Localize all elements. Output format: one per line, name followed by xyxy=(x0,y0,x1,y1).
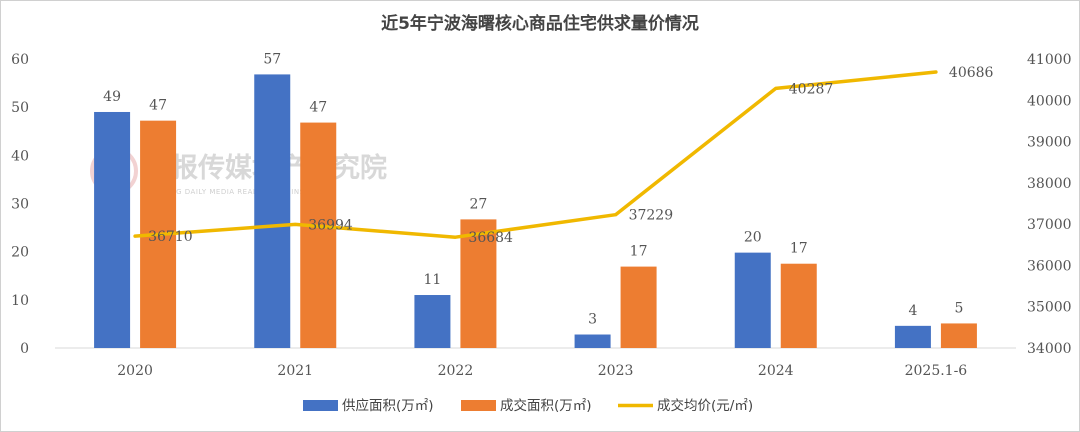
left-axis-tick: 30 xyxy=(11,197,29,213)
price-label: 36710 xyxy=(148,229,193,245)
bar-label-deal: 47 xyxy=(309,100,327,116)
x-axis-tick: 2025.1-6 xyxy=(905,363,968,379)
x-axis: 2020 2021 2022 2023 2024 2025.1-6 xyxy=(117,363,967,379)
bar-label-deal: 27 xyxy=(470,196,488,212)
line-data-labels: 36710 36994 36684 37229 40287 40686 xyxy=(148,65,993,246)
x-axis-tick: 2023 xyxy=(598,363,634,379)
bar-label-supply: 57 xyxy=(263,51,281,67)
bar-deal xyxy=(940,323,977,348)
bar-label-deal: 17 xyxy=(790,241,808,257)
right-axis-tick: 39000 xyxy=(1027,135,1072,151)
bar-label-deal: 47 xyxy=(149,98,167,114)
bar-data-labels: 49 57 11 3 20 4 47 47 27 17 17 5 xyxy=(103,51,963,327)
legend-label-deal: 成交面积(万㎡) xyxy=(500,397,592,414)
bar-deal xyxy=(620,266,657,348)
left-axis-tick: 10 xyxy=(11,293,29,309)
legend: 供应面积(万㎡) 成交面积(万㎡) 成交均价(元/㎡) xyxy=(303,397,753,414)
right-axis-tick: 38000 xyxy=(1027,176,1072,192)
left-axis-tick: 0 xyxy=(20,341,29,357)
bar-supply xyxy=(94,111,131,348)
left-axis-tick: 60 xyxy=(11,52,29,68)
price-label: 36994 xyxy=(308,217,353,233)
left-axis-tick: 40 xyxy=(11,148,29,164)
line-series xyxy=(133,70,938,239)
bar-supply xyxy=(414,295,451,348)
chart-title: 近5年宁波海曙核心商品住宅供求量价情况 xyxy=(381,13,699,34)
right-axis-tick: 34000 xyxy=(1027,341,1072,357)
bar-deal xyxy=(300,122,337,348)
bar-label-supply: 3 xyxy=(588,312,597,328)
bar-supply xyxy=(254,74,291,348)
bar-deal xyxy=(460,219,497,348)
bar-label-supply: 4 xyxy=(908,303,917,319)
right-axis-tick: 37000 xyxy=(1027,217,1072,233)
x-axis-tick: 2024 xyxy=(758,363,794,379)
bar-label-supply: 20 xyxy=(744,230,762,246)
bar-deal xyxy=(780,263,817,348)
left-axis-tick: 50 xyxy=(11,100,29,116)
legend-label-supply: 供应面积(万㎡) xyxy=(342,397,434,414)
price-label: 37229 xyxy=(629,208,674,224)
x-axis-tick: 2020 xyxy=(117,363,153,379)
right-axis-tick: 35000 xyxy=(1027,300,1072,316)
watermark-subtext: ZHEJIANG DAILY MEDIA REAL ESTATE INSTITU… xyxy=(144,188,332,196)
right-axis-tick: 40000 xyxy=(1027,93,1072,109)
left-axis-tick: 20 xyxy=(11,245,29,261)
price-label: 40686 xyxy=(949,65,994,81)
legend-swatch-deal xyxy=(461,400,496,411)
bar-supply xyxy=(734,252,771,348)
right-axis-tick: 36000 xyxy=(1027,258,1072,274)
bar-label-supply: 11 xyxy=(424,272,442,288)
legend-swatch-supply xyxy=(303,400,338,411)
bar-label-deal: 5 xyxy=(954,300,963,316)
x-axis-tick: 2021 xyxy=(277,363,313,379)
left-axis: 0 10 20 30 40 50 60 xyxy=(11,52,29,357)
bar-label-supply: 49 xyxy=(103,89,121,105)
legend-label-price: 成交均价(元/㎡) xyxy=(657,397,753,414)
right-axis-tick: 41000 xyxy=(1027,52,1072,68)
price-label: 36684 xyxy=(468,230,513,246)
x-axis-tick: 2022 xyxy=(438,363,474,379)
right-axis: 34000 35000 36000 37000 38000 39000 40000 41000 xyxy=(1027,52,1072,357)
price-label: 40287 xyxy=(789,81,834,97)
bar-supply xyxy=(894,325,931,348)
bar-label-deal: 17 xyxy=(630,244,648,260)
bar-supply xyxy=(574,334,611,348)
price-line xyxy=(133,70,938,239)
